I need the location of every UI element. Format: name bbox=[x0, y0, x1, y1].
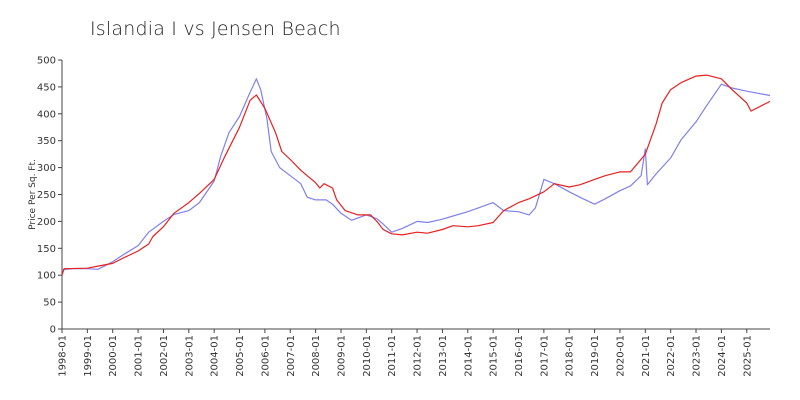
x-tick-label: 2008-01 bbox=[311, 335, 322, 377]
y-tick-label: 150 bbox=[37, 244, 56, 255]
y-tick-label: 450 bbox=[37, 82, 56, 93]
chart-title: Islandia I vs Jensen Beach bbox=[90, 18, 341, 40]
x-tick-label: 2007-01 bbox=[286, 335, 297, 377]
x-tick-label: 2010-01 bbox=[362, 335, 373, 377]
x-tick-label: 2001-01 bbox=[134, 335, 145, 377]
y-tick-label: 350 bbox=[37, 136, 56, 147]
y-tick-label: 200 bbox=[37, 217, 56, 228]
y-tick-label: 250 bbox=[37, 190, 56, 201]
x-tick-label: 2002-01 bbox=[159, 335, 170, 377]
x-tick-label: 2013-01 bbox=[438, 335, 449, 377]
x-tick-label: 2023-01 bbox=[692, 335, 703, 377]
x-tick-label: 2014-01 bbox=[463, 335, 474, 377]
x-tick-label: 2019-01 bbox=[590, 335, 601, 377]
series-layer bbox=[61, 74, 771, 276]
x-tick-label: 1999-01 bbox=[83, 335, 94, 377]
y-tick-label: 0 bbox=[50, 325, 56, 336]
x-axis: 1998-01 1999-01 2000-01 2001-01 2002-01 2003-… bbox=[58, 328, 770, 377]
x-tick-label: 2022-01 bbox=[666, 335, 677, 377]
y-axis: 0 50 100 150 200 250 300 350 400 450 500 bbox=[37, 56, 63, 336]
x-tick-label: 2024-01 bbox=[717, 335, 728, 377]
y-axis-title: Price Per Sq. Ft. bbox=[28, 159, 38, 230]
x-tick-label: 2020-01 bbox=[615, 335, 626, 377]
x-tick-label: 2012-01 bbox=[413, 335, 424, 377]
x-tick-label: 2011-01 bbox=[387, 335, 398, 377]
y-tick-label: 400 bbox=[37, 109, 56, 120]
series-line-2 bbox=[61, 74, 771, 276]
series-line-1 bbox=[61, 78, 771, 271]
x-tick-label: 2021-01 bbox=[641, 335, 652, 377]
x-tick-label: 2005-01 bbox=[235, 335, 246, 377]
x-tick-label: 1998-01 bbox=[58, 335, 69, 377]
y-tick-label: 500 bbox=[37, 56, 56, 67]
x-tick-label: 2003-01 bbox=[184, 335, 195, 377]
x-tick-label: 2018-01 bbox=[565, 335, 576, 377]
x-tick-label: 2025-01 bbox=[742, 335, 753, 377]
x-tick-label: 2015-01 bbox=[489, 335, 500, 377]
x-tick-label: 2004-01 bbox=[210, 335, 221, 377]
y-tick-label: 100 bbox=[37, 271, 56, 282]
x-tick-label: 2006-01 bbox=[260, 335, 271, 377]
x-tick-label: 2017-01 bbox=[539, 335, 550, 377]
x-tick-label: 2016-01 bbox=[514, 335, 525, 377]
x-tick-label: 2009-01 bbox=[336, 335, 347, 377]
y-tick-label: 300 bbox=[37, 163, 56, 174]
x-tick-label: 2000-01 bbox=[108, 335, 119, 377]
y-tick-label: 50 bbox=[43, 298, 56, 309]
